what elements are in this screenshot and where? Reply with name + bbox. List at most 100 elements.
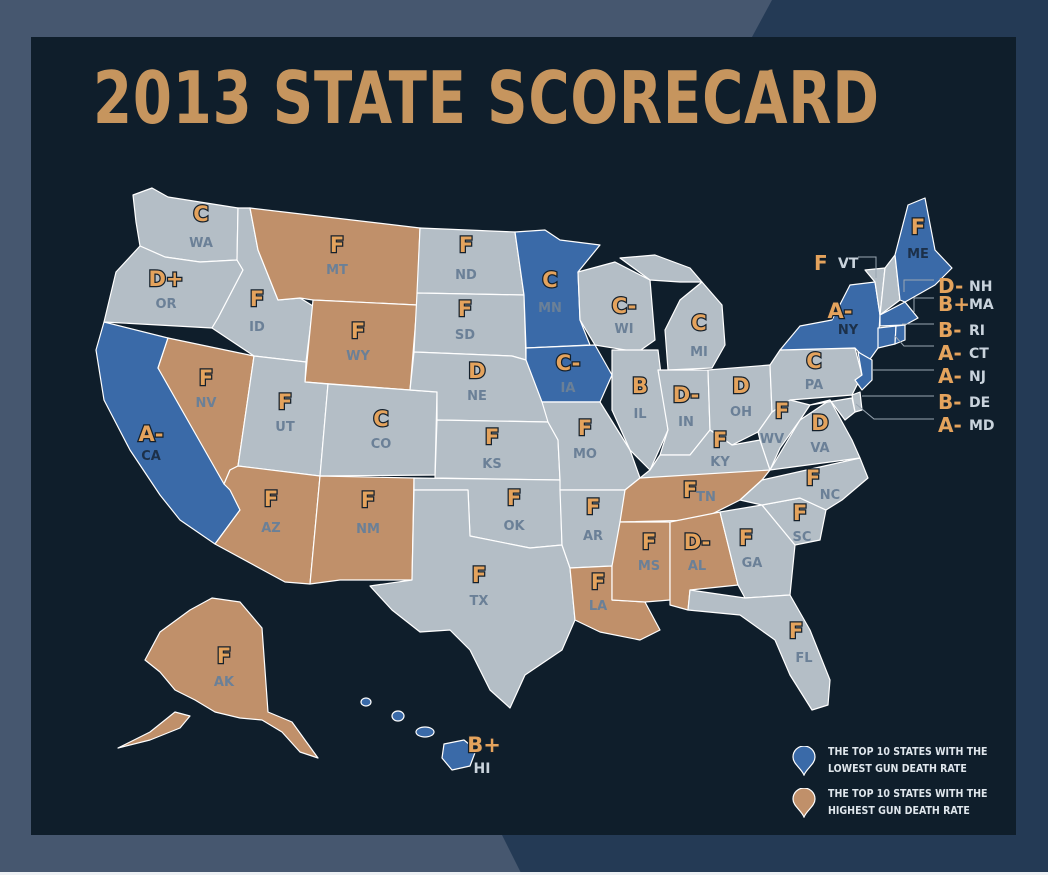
state-label-wi: C- WI: [610, 293, 637, 337]
state-shape-nm[interactable]: [309, 475, 415, 585]
state-shape-nc[interactable]: [739, 457, 869, 511]
state-label-nm: F NM: [356, 487, 380, 537]
state-abbr: NC: [820, 488, 840, 503]
state-shape-ct: [877, 325, 897, 349]
state-shape-ma: [879, 301, 919, 327]
callout-abbr: DE: [969, 395, 990, 411]
state-label-nd: F ND: [455, 232, 477, 283]
state-label-hi: B+ HI: [466, 732, 502, 777]
state-grade: F: [713, 428, 727, 452]
state-shape-il[interactable]: [611, 349, 669, 471]
state-shape-va[interactable]: [769, 399, 861, 471]
state-shape-wi[interactable]: [577, 261, 656, 353]
callout-ct: A- CT: [938, 341, 989, 365]
state-label-id: F ID: [249, 286, 266, 335]
callout-nj: A- NJ: [938, 364, 986, 388]
state-grade: F: [775, 399, 789, 423]
legend-label-lowest: THE TOP 10 STATES WITH THE LOWEST GUN DE…: [828, 746, 988, 775]
title-footnote-marker: 1: [767, 68, 776, 84]
state-abbr: MT: [326, 263, 348, 278]
state-shape-tx[interactable]: [369, 489, 576, 709]
state-grade: B+: [467, 733, 501, 757]
state-label-me: F ME: [907, 214, 929, 262]
state-abbr: IA: [561, 381, 576, 396]
state-grade: F: [739, 526, 753, 550]
callout-grade: F: [814, 251, 828, 275]
state-label-la: F LA: [589, 569, 607, 614]
state-label-mn: C MN: [538, 267, 562, 316]
state-shape-mi[interactable]: [664, 281, 726, 371]
state-shape-tn[interactable]: [619, 469, 771, 523]
state-abbr: CO: [371, 437, 392, 452]
state-label-pa: C PA: [805, 348, 823, 393]
state-abbr: KS: [482, 457, 501, 472]
state-shape-nj[interactable]: [854, 351, 873, 391]
state-label-tn: FTN: [682, 477, 716, 505]
state-shape-hi-oahu: [391, 710, 405, 722]
state-grade: F: [264, 487, 278, 511]
state-shape-fl[interactable]: [687, 589, 831, 711]
state-abbr: FL: [795, 651, 812, 666]
state-shape-mi-upper: [619, 254, 703, 283]
state-label-mo: F MO: [573, 415, 597, 462]
legend-item-lowest: THE TOP 10 STATES WITH THE LOWEST GUN DE…: [792, 744, 992, 784]
state-grade: F: [330, 233, 344, 257]
state-grade: F: [642, 530, 656, 554]
state-grade: F: [250, 287, 264, 311]
state-abbr: MS: [638, 559, 660, 574]
state-grade: D-: [684, 530, 711, 554]
callout-nh: D- NH: [938, 274, 992, 298]
state-abbr: OR: [155, 297, 176, 312]
state-grade: D+: [148, 267, 183, 291]
state-shape-me[interactable]: [894, 197, 953, 303]
callout-grade: A-: [938, 364, 962, 388]
state-grade: F: [278, 390, 292, 414]
state-grade: D-: [673, 383, 700, 407]
state-label-nc: FNC: [805, 465, 841, 503]
callout-abbr: MD: [969, 418, 995, 434]
callout-grade: A-: [938, 413, 962, 437]
state-grade: F: [361, 488, 375, 512]
callout-leader-lines: [855, 256, 934, 420]
state-grade: F: [458, 297, 472, 321]
state-label-va: D VA: [810, 410, 830, 456]
state-label-ut: F UT: [275, 389, 295, 435]
state-abbr: ID: [249, 320, 265, 335]
state-label-sd: F SD: [455, 296, 475, 343]
state-label-il: B IL: [631, 373, 650, 422]
state-abbr: WY: [346, 349, 370, 364]
page-title: 2013 STATE SCORECARD: [93, 56, 880, 140]
state-label-fl: F FL: [788, 618, 813, 666]
state-shape-ak[interactable]: [144, 597, 319, 759]
state-label-mi: C MI: [690, 310, 708, 360]
state-shape-md: [809, 397, 856, 421]
state-label-tx: F TX: [470, 562, 489, 609]
state-abbr: MN: [538, 301, 562, 316]
state-grade: F: [578, 416, 592, 440]
state-grade: C: [691, 311, 706, 335]
state-shape-ak-chain: [117, 711, 191, 749]
state-grade: C-: [612, 294, 637, 318]
state-grade: F: [789, 619, 803, 643]
state-grade: F: [485, 425, 499, 449]
state-grade: F: [591, 570, 605, 594]
state-grade: F: [806, 466, 820, 490]
state-label-oh: D OH: [730, 373, 752, 420]
state-grade: F: [199, 366, 213, 390]
state-grade: F: [459, 233, 473, 257]
state-label-ks: F KS: [482, 424, 501, 472]
state-shape-hi[interactable]: [441, 739, 477, 771]
state-grade: C: [373, 407, 388, 431]
state-label-ms: F MS: [638, 529, 660, 574]
legend-item-highest: THE TOP 10 STATES WITH THE HIGHEST GUN D…: [792, 786, 992, 826]
state-abbr: AZ: [261, 521, 281, 536]
callout-ma: B+MA: [938, 292, 994, 316]
state-grade: A-: [828, 299, 853, 323]
callout-de: B- DE: [938, 390, 990, 414]
state-abbr: SD: [455, 328, 475, 343]
state-label-ky: F KY: [710, 427, 730, 470]
callout-vt: F VT: [814, 251, 859, 275]
state-label-mt: F MT: [326, 232, 348, 278]
state-shape-wy[interactable]: [304, 299, 418, 391]
